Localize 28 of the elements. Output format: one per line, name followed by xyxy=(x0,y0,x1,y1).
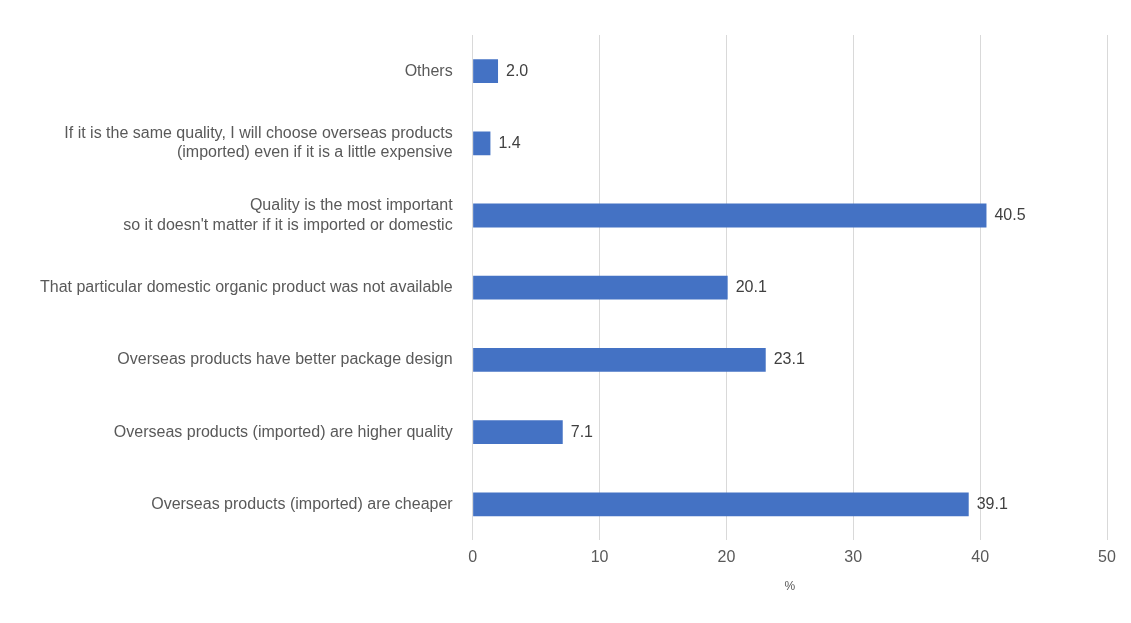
bar xyxy=(473,59,499,84)
y-tick-label: Overseas products have better package design xyxy=(117,350,453,368)
data-label: 1.4 xyxy=(498,133,521,151)
x-tick-label: 20 xyxy=(717,548,736,566)
y-tick-label: Overseas products (imported) are cheaper xyxy=(151,494,454,512)
y-tick-label: Quality is the most important so it doesn't matter if it is imported or domestic xyxy=(123,196,454,233)
data-label: 7.1 xyxy=(570,422,594,440)
bar xyxy=(473,420,563,445)
y-tick-label: Overseas products (imported) are higher quality xyxy=(113,422,453,440)
data-label: 20.1 xyxy=(735,278,767,296)
x-axis-title: % xyxy=(784,579,796,594)
data-label: 39.1 xyxy=(976,494,1008,512)
x-tick-label: 40 xyxy=(971,548,990,566)
data-label: 40.5 xyxy=(994,205,1026,223)
bar xyxy=(473,131,491,156)
x-tick-label: 10 xyxy=(590,548,609,566)
bar xyxy=(473,203,987,228)
y-tick-label: Others xyxy=(404,61,453,79)
x-tick-label: 0 xyxy=(468,548,478,566)
x-tick-label: 30 xyxy=(844,548,863,566)
y-tick-label: That particular domestic organic product was not available xyxy=(40,278,453,296)
bar xyxy=(473,275,728,300)
x-tick-label: 50 xyxy=(1098,548,1116,566)
data-label: 23.1 xyxy=(773,350,805,368)
bar xyxy=(473,347,766,372)
data-label: 2.0 xyxy=(506,61,529,79)
y-tick-label: If it is the same quality, I will choose overseas products (imported) even if it is a little expensive xyxy=(64,124,453,161)
bar xyxy=(473,492,969,517)
